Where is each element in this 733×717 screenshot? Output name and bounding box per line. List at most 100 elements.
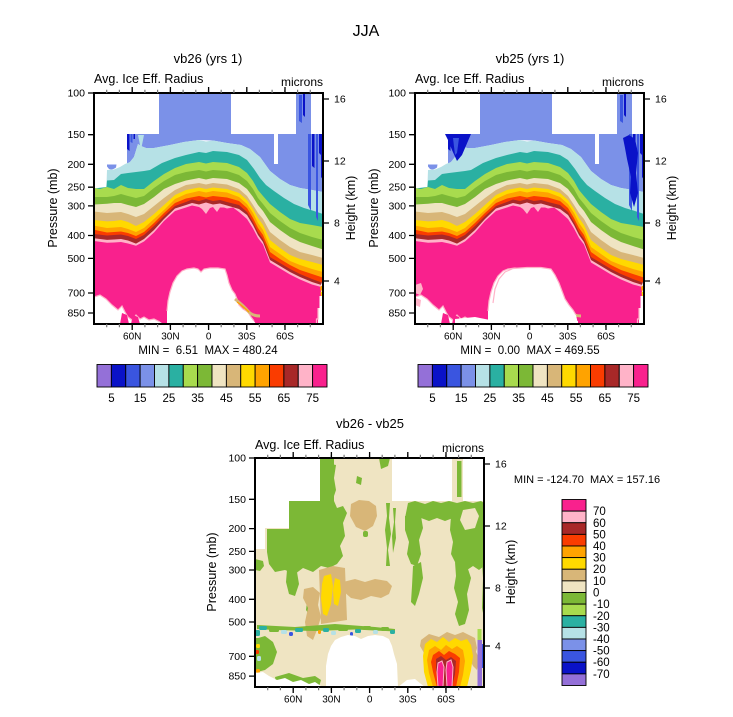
svg-text:15: 15 xyxy=(455,393,468,405)
svg-text:4: 4 xyxy=(334,276,340,288)
svg-text:65: 65 xyxy=(599,393,612,405)
svg-text:35: 35 xyxy=(512,393,525,405)
svg-text:35: 35 xyxy=(191,393,204,405)
svg-text:-70: -70 xyxy=(593,669,610,681)
svg-text:250: 250 xyxy=(388,182,406,194)
svg-text:16: 16 xyxy=(655,94,667,106)
svg-text:0: 0 xyxy=(527,332,533,343)
svg-text:4: 4 xyxy=(655,276,661,288)
svg-text:10: 10 xyxy=(593,576,606,588)
svg-text:15: 15 xyxy=(134,393,147,405)
svg-text:700: 700 xyxy=(388,288,406,300)
svg-text:50: 50 xyxy=(593,529,606,541)
svg-text:250: 250 xyxy=(67,182,85,194)
svg-text:500: 500 xyxy=(67,253,85,265)
svg-text:16: 16 xyxy=(334,94,346,106)
svg-text:microns: microns xyxy=(442,441,484,455)
svg-text:150: 150 xyxy=(67,129,85,141)
svg-text:60N: 60N xyxy=(444,332,462,343)
svg-text:200: 200 xyxy=(228,523,246,535)
svg-text:20: 20 xyxy=(593,564,606,576)
svg-text:JJA: JJA xyxy=(353,23,380,40)
svg-text:60N: 60N xyxy=(284,695,302,706)
svg-text:200: 200 xyxy=(67,159,85,171)
svg-text:12: 12 xyxy=(655,156,667,168)
svg-text:vb25 (yrs 1): vb25 (yrs 1) xyxy=(496,51,565,66)
svg-text:150: 150 xyxy=(388,129,406,141)
svg-text:300: 300 xyxy=(67,200,85,212)
svg-text:700: 700 xyxy=(228,651,246,663)
svg-text:100: 100 xyxy=(67,88,85,100)
svg-text:5: 5 xyxy=(429,393,435,405)
svg-text:45: 45 xyxy=(220,393,233,405)
svg-text:60S: 60S xyxy=(437,695,455,706)
svg-text:Avg. Ice Eff. Radius: Avg. Ice Eff. Radius xyxy=(255,438,364,452)
svg-text:200: 200 xyxy=(388,159,406,171)
svg-text:12: 12 xyxy=(495,521,507,533)
svg-text:0: 0 xyxy=(593,588,599,600)
svg-text:500: 500 xyxy=(388,253,406,265)
svg-text:-30: -30 xyxy=(593,622,610,634)
svg-text:0: 0 xyxy=(367,695,373,706)
svg-text:400: 400 xyxy=(388,230,406,242)
svg-text:-50: -50 xyxy=(593,646,610,658)
svg-text:850: 850 xyxy=(67,308,85,320)
svg-text:Avg. Ice Eff. Radius: Avg. Ice Eff. Radius xyxy=(415,72,524,86)
svg-text:MIN = 6.51 MAX = 480.24: MIN = 6.51 MAX = 480.24 xyxy=(138,345,278,357)
svg-text:vb26 - vb25: vb26 - vb25 xyxy=(336,416,404,431)
svg-text:30: 30 xyxy=(593,553,606,565)
svg-text:MIN = 0.00 MAX = 469.55: MIN = 0.00 MAX = 469.55 xyxy=(460,345,599,357)
svg-text:Height (km): Height (km) xyxy=(344,176,358,241)
svg-text:microns: microns xyxy=(281,75,323,89)
svg-text:400: 400 xyxy=(228,594,246,606)
svg-text:300: 300 xyxy=(388,200,406,212)
svg-text:850: 850 xyxy=(388,308,406,320)
svg-text:Pressure (mb): Pressure (mb) xyxy=(367,168,381,247)
svg-text:60S: 60S xyxy=(276,332,294,343)
svg-text:45: 45 xyxy=(541,393,554,405)
svg-text:MIN = -124.70 MAX = 157.16: MIN = -124.70 MAX = 157.16 xyxy=(514,474,660,486)
svg-text:40: 40 xyxy=(593,541,606,553)
svg-text:150: 150 xyxy=(228,494,246,506)
svg-text:-40: -40 xyxy=(593,634,610,646)
svg-text:300: 300 xyxy=(228,565,246,577)
svg-text:70: 70 xyxy=(593,506,606,518)
svg-text:30N: 30N xyxy=(322,695,340,706)
svg-text:65: 65 xyxy=(278,393,291,405)
svg-text:100: 100 xyxy=(388,88,406,100)
svg-text:Height (km): Height (km) xyxy=(665,176,679,241)
svg-text:microns: microns xyxy=(602,75,644,89)
svg-text:16: 16 xyxy=(495,459,507,471)
svg-text:30S: 30S xyxy=(399,695,417,706)
svg-text:55: 55 xyxy=(249,393,262,405)
svg-text:60: 60 xyxy=(593,518,606,530)
svg-text:8: 8 xyxy=(655,218,661,230)
svg-text:Pressure (mb): Pressure (mb) xyxy=(205,532,219,611)
svg-text:55: 55 xyxy=(570,393,583,405)
svg-text:Avg. Ice Eff. Radius: Avg. Ice Eff. Radius xyxy=(94,72,203,86)
svg-text:-10: -10 xyxy=(593,599,610,611)
svg-text:30S: 30S xyxy=(238,332,256,343)
svg-text:-20: -20 xyxy=(593,611,610,623)
svg-text:vb26 (yrs 1): vb26 (yrs 1) xyxy=(174,51,243,66)
svg-text:75: 75 xyxy=(306,393,319,405)
svg-text:75: 75 xyxy=(627,393,640,405)
svg-text:Pressure (mb): Pressure (mb) xyxy=(46,168,60,247)
svg-text:8: 8 xyxy=(495,583,501,595)
svg-text:25: 25 xyxy=(484,393,497,405)
svg-text:60S: 60S xyxy=(597,332,615,343)
svg-text:60N: 60N xyxy=(123,332,141,343)
svg-text:250: 250 xyxy=(228,546,246,558)
svg-text:850: 850 xyxy=(228,671,246,683)
svg-text:100: 100 xyxy=(228,453,246,465)
svg-text:30N: 30N xyxy=(482,332,500,343)
svg-text:8: 8 xyxy=(334,218,340,230)
svg-text:4: 4 xyxy=(495,641,501,653)
svg-text:30S: 30S xyxy=(559,332,577,343)
svg-text:700: 700 xyxy=(67,288,85,300)
svg-text:5: 5 xyxy=(108,393,114,405)
svg-text:500: 500 xyxy=(228,617,246,629)
svg-text:25: 25 xyxy=(163,393,176,405)
svg-text:12: 12 xyxy=(334,156,346,168)
svg-text:-60: -60 xyxy=(593,657,610,669)
